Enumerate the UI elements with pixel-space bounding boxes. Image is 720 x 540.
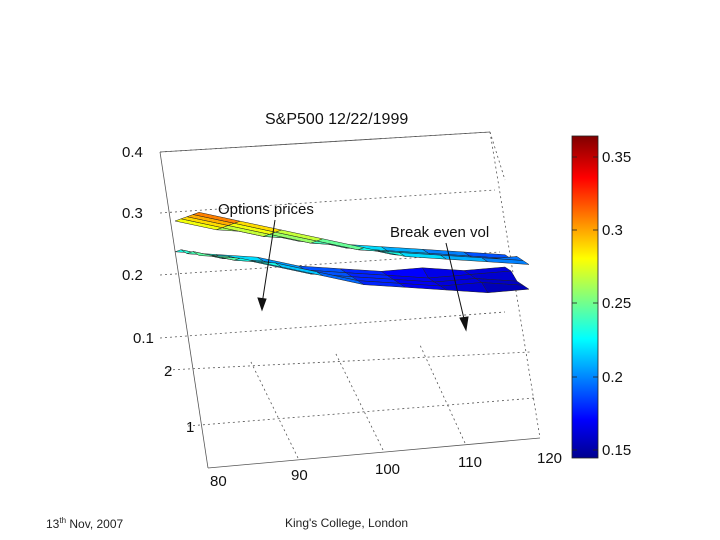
z-tick-label: 0.2 [122, 267, 143, 284]
arrowhead-break-even-vol [459, 316, 469, 332]
annotation-options-prices: Options prices [218, 201, 314, 218]
colorbar-ticks [572, 156, 598, 451]
annotation-break-even-vol: Break even vol [390, 224, 489, 241]
y-tick-label: 1 [186, 419, 194, 436]
x-tick-label: 120 [537, 450, 562, 467]
grid-back-top [159, 131, 491, 153]
colorbar-tick-label: 0.15 [602, 442, 631, 459]
footer-date: 13th Nov, 2007 [46, 516, 123, 531]
footer-date-ordinal: th [59, 516, 67, 525]
annotation-arrows [257, 219, 469, 332]
colorbar-tick-label: 0.3 [602, 222, 623, 239]
colorbar [571, 135, 599, 459]
arrowhead-options-prices [257, 297, 267, 312]
grid-z-0-2 [159, 251, 501, 276]
arrow-options-prices [261, 219, 276, 305]
x-tick-label: 80 [210, 473, 227, 490]
grid-x-110 [419, 344, 466, 444]
grid-z-0-1 [159, 311, 506, 339]
x-tick-label: 100 [375, 461, 400, 478]
footer-date-rest: Nov, 2007 [66, 517, 124, 531]
chart-title: S&P500 12/22/1999 [265, 111, 408, 128]
x-tick-label: 90 [291, 467, 308, 484]
footer-organization: King's College, London [285, 516, 409, 530]
grid-x-100 [334, 351, 384, 451]
surface-patch [315, 238, 365, 251]
y-tick-label: 2 [164, 363, 172, 380]
surface-group [174, 212, 530, 293]
colorbar-tick-label: 0.25 [602, 295, 631, 312]
grid-y-2 [167, 351, 531, 371]
surface-break-even-vol [174, 249, 530, 293]
z-tick-label: 0.4 [122, 144, 143, 161]
grid-right-top [489, 131, 506, 181]
grid-x-90 [249, 359, 299, 459]
surface-options-prices [174, 212, 530, 265]
x-tick-label: 110 [458, 454, 482, 471]
z-tick-label: 0.1 [133, 330, 154, 347]
surface-patch [480, 257, 530, 265]
footer-date-day: 13 [46, 517, 60, 531]
box-edge-left-front [159, 151, 209, 469]
grid-z-0-3 [159, 189, 496, 214]
z-tick-label: 0.3 [122, 205, 143, 222]
arrow-break-even-vol [445, 242, 466, 324]
colorbar-tick-label: 0.2 [602, 369, 623, 386]
grid-y-1 [187, 397, 536, 427]
box-edge-bottom-front [207, 437, 541, 469]
axes-grid [159, 131, 541, 469]
surface-patch [481, 282, 530, 293]
colorbar-tick-label: 0.35 [602, 149, 631, 166]
